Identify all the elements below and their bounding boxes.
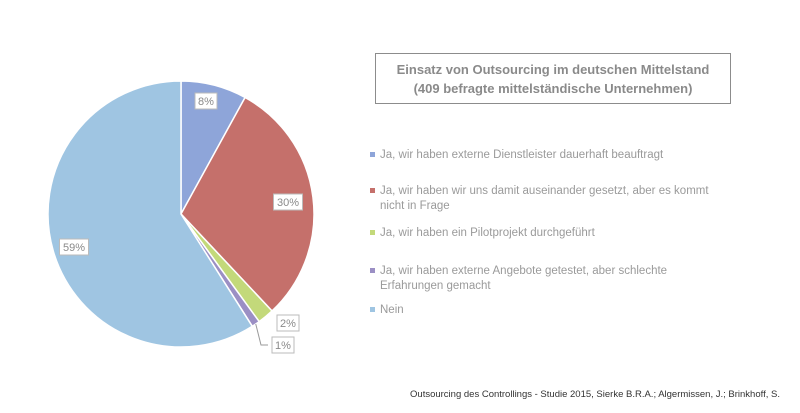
legend-marker	[370, 230, 375, 235]
legend-label: Nein	[380, 304, 404, 316]
pie-slice	[180, 96, 315, 313]
legend-label: Ja, wir haben externe Dienstleister daue…	[380, 149, 664, 161]
label-leader-line	[255, 323, 268, 346]
data-label: 2%	[280, 318, 296, 330]
legend-label: Ja, wir haben ein Pilotprojekt durchgefü…	[380, 227, 595, 239]
legend-item: Ja, wir haben ein Pilotprojekt durchgefü…	[370, 226, 730, 241]
data-label: 59%	[63, 242, 85, 254]
chart-title-box: Einsatz von Outsourcing im deutschen Mit…	[375, 53, 731, 104]
data-label-box	[276, 314, 300, 332]
data-label-box	[271, 336, 295, 354]
legend-item: Ja, wir haben externe Dienstleister daue…	[370, 148, 730, 163]
legend-marker	[370, 268, 375, 273]
legend-marker	[370, 188, 375, 193]
pie-slice	[47, 80, 254, 348]
data-label-box	[194, 92, 218, 110]
legend-label: Ja, wir haben wir uns damit auseinander …	[380, 185, 709, 212]
legend-marker	[370, 307, 375, 312]
source-note: Outsourcing des Controllings - Studie 20…	[410, 389, 780, 400]
data-label: 8%	[198, 96, 214, 108]
legend-item: Ja, wir haben wir uns damit auseinander …	[370, 184, 730, 214]
data-label-box	[59, 238, 89, 256]
data-label: 1%	[275, 340, 291, 352]
legend-item: Nein	[370, 303, 730, 318]
data-label: 30%	[277, 197, 299, 209]
legend-marker	[370, 152, 375, 157]
chart-title: Einsatz von Outsourcing im deutschen Mit…	[396, 62, 710, 77]
legend-label: Ja, wir haben externe Angebote getestet,…	[380, 265, 668, 292]
chart-subtitle: (409 befragte mittelständische Unternehm…	[413, 81, 693, 96]
data-label-box	[273, 193, 303, 211]
legend-item: Ja, wir haben externe Angebote getestet,…	[370, 264, 730, 294]
